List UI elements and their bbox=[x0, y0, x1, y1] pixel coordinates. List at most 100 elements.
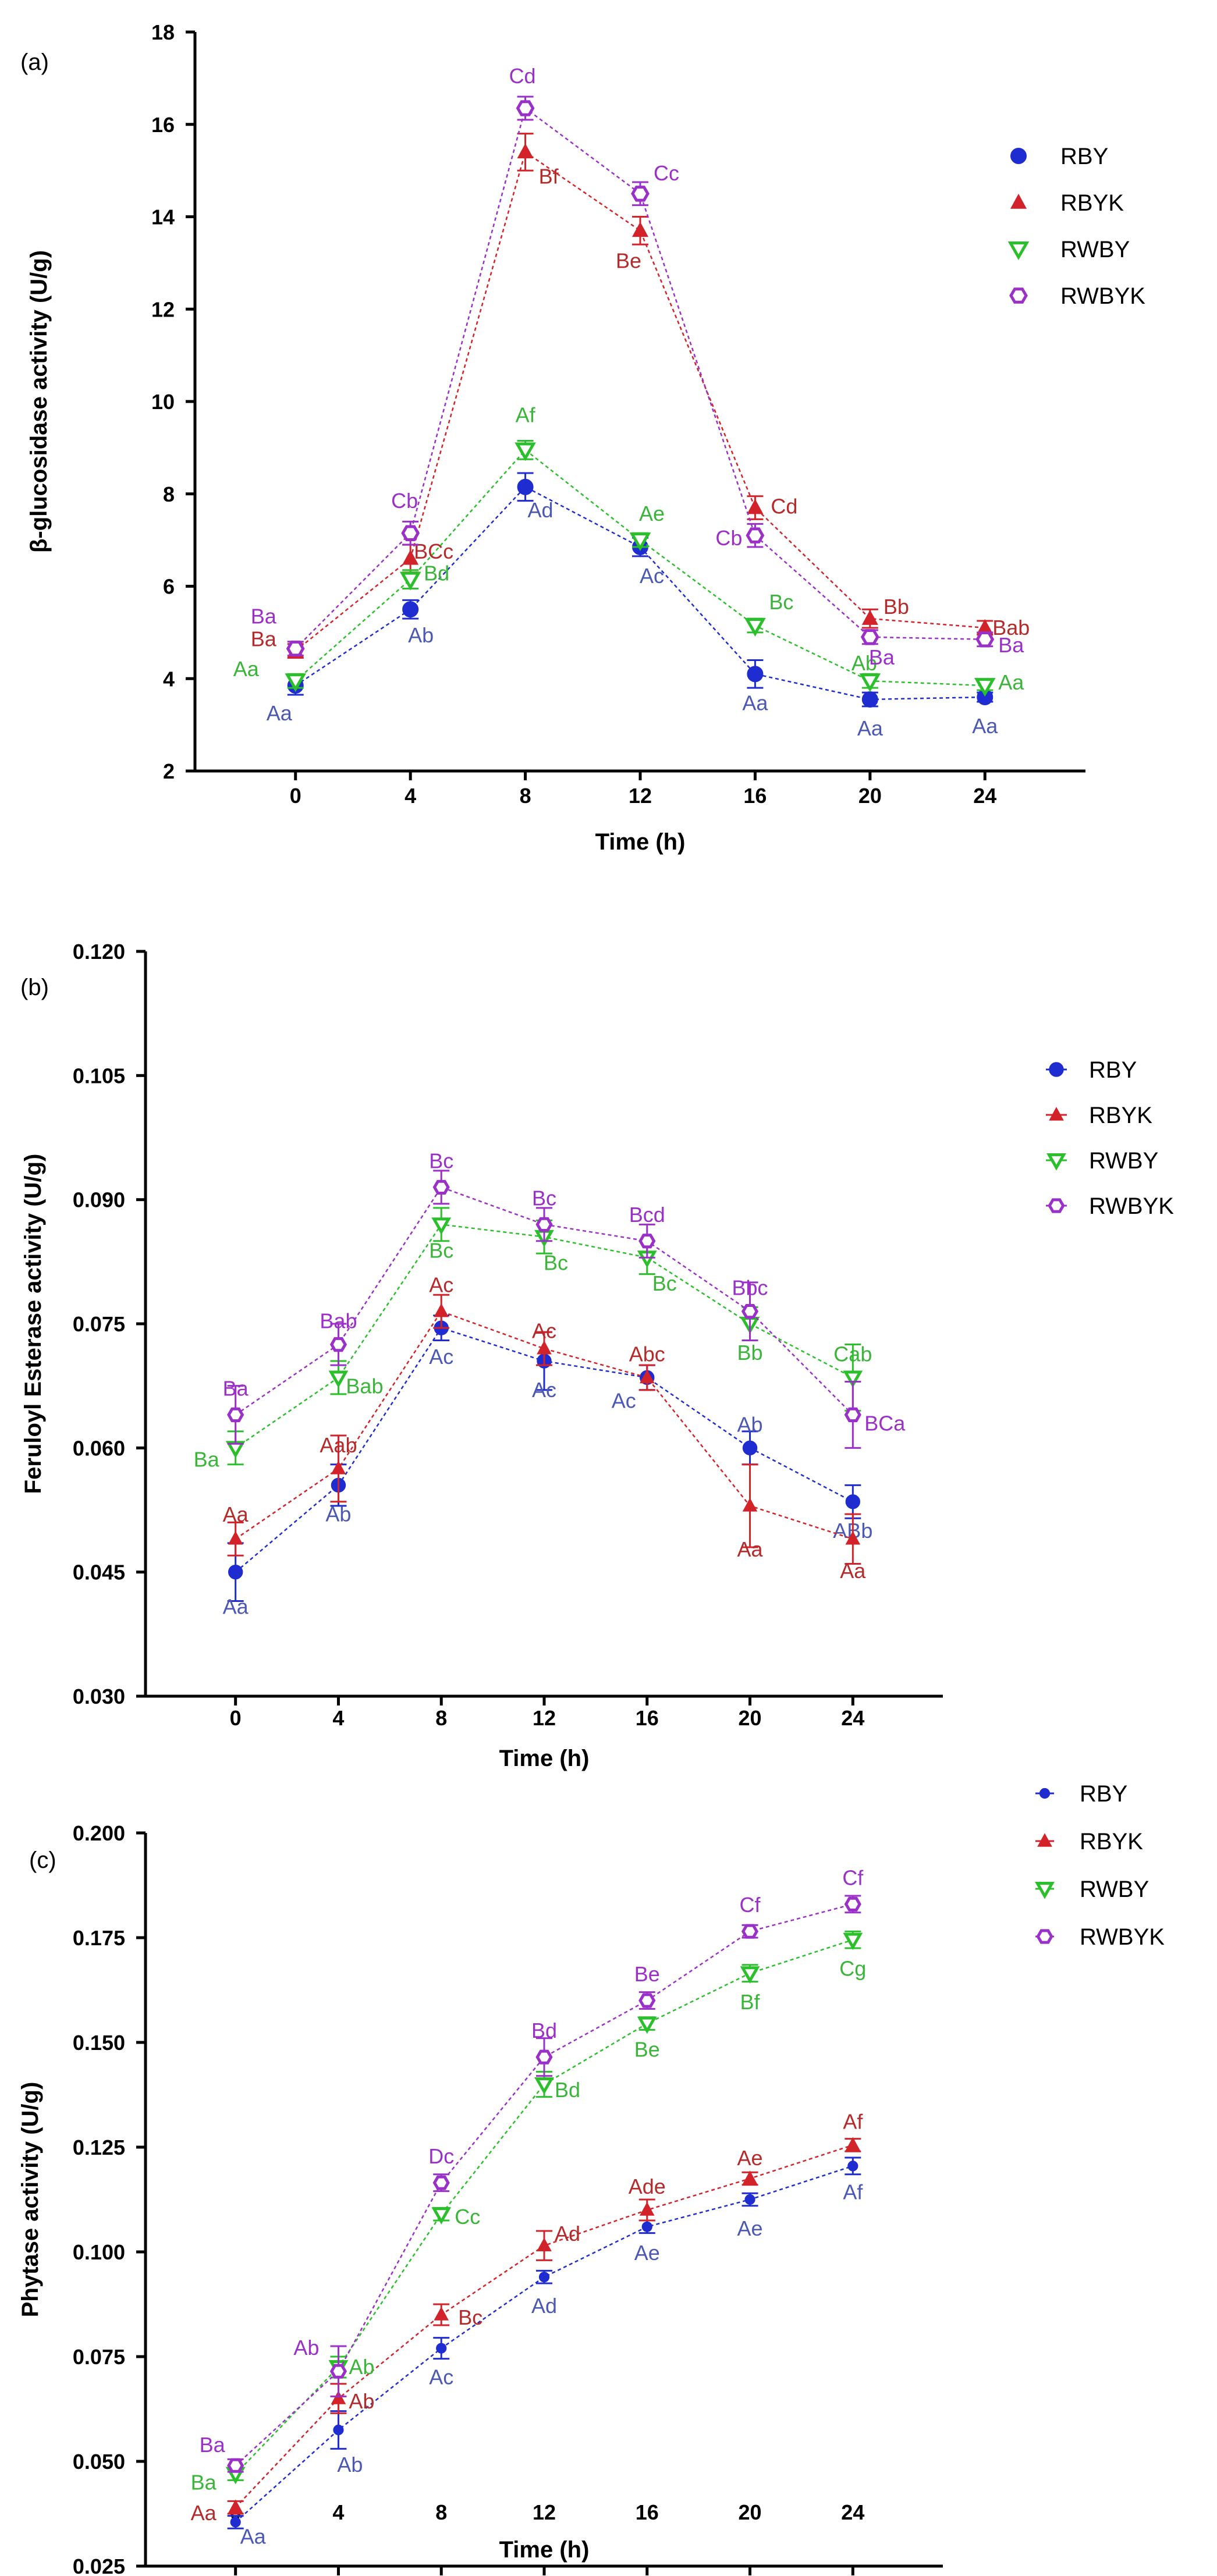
x-tick-label: 8 bbox=[520, 784, 531, 808]
legend-marker bbox=[1039, 1788, 1051, 1799]
x-tick-label: 12 bbox=[533, 2500, 556, 2524]
data-point bbox=[432, 1179, 450, 1195]
data-label: Ab bbox=[408, 623, 434, 647]
data-label: Bb bbox=[737, 1341, 763, 1365]
data-point bbox=[517, 143, 534, 159]
data-label: Af bbox=[843, 2109, 863, 2133]
data-label: Aa bbox=[240, 2524, 267, 2548]
data-point bbox=[843, 1932, 863, 1950]
y-tick-label: 2 bbox=[163, 759, 175, 783]
data-point bbox=[629, 532, 651, 552]
series-rwby: Aa Bd Af Ae Bc Ab Aa bbox=[233, 403, 1024, 697]
data-point bbox=[631, 186, 650, 202]
x-tick-label: 20 bbox=[739, 1706, 762, 1730]
x-tick-label: 24 bbox=[841, 2500, 864, 2524]
data-label: Aa bbox=[998, 670, 1024, 694]
chart-panel-b: (b) 0.030 0.045 0.060 0.075 0.090 0.105 0.120 0 4… bbox=[20, 940, 1174, 1771]
x-tick-label: 16 bbox=[743, 784, 767, 808]
data-point bbox=[639, 2202, 655, 2216]
data-point bbox=[859, 673, 881, 692]
data-label: Ae bbox=[737, 2216, 763, 2240]
series-line bbox=[235, 2144, 853, 2509]
data-label: Aa bbox=[742, 691, 768, 715]
x-tick-label: 4 bbox=[405, 784, 416, 808]
legend-label: RBYK bbox=[1060, 190, 1124, 216]
x-axis-title: Time (h) bbox=[499, 1746, 590, 1771]
data-label: Ac bbox=[532, 1378, 556, 1402]
data-label: Ba bbox=[200, 2433, 226, 2457]
data-label: Cd bbox=[771, 495, 797, 518]
data-point bbox=[845, 1530, 861, 1545]
y-tick-label: 18 bbox=[151, 20, 175, 44]
data-label: Bab bbox=[320, 1309, 357, 1333]
data-point bbox=[747, 499, 764, 514]
data-label: Ab bbox=[349, 2389, 374, 2413]
data-label: Ac bbox=[429, 1273, 453, 1297]
data-label: Bf bbox=[740, 1990, 761, 2014]
data-label: Aab bbox=[320, 1433, 357, 1457]
data-label: Ab bbox=[851, 651, 877, 675]
data-point bbox=[638, 1234, 656, 1249]
data-label: Ba bbox=[191, 2471, 217, 2495]
y-tick-label: 0.105 bbox=[73, 1064, 125, 1088]
data-point bbox=[517, 478, 534, 495]
x-tick-label: 12 bbox=[533, 1706, 556, 1730]
legend-label: RWBYK bbox=[1089, 1193, 1174, 1219]
data-label: Aa bbox=[857, 716, 884, 740]
data-point bbox=[637, 2016, 657, 2034]
y-tick-label: 0.030 bbox=[73, 1685, 125, 1708]
series-rbyk: Ba BCc Bf Be Cd Bb Bab bbox=[251, 133, 1030, 659]
x-tick-label: 16 bbox=[636, 2500, 659, 2524]
legend: RBY RBYK RWBY RWBYK bbox=[1035, 1781, 1165, 1950]
y-tick-label: 0.120 bbox=[73, 940, 125, 964]
legend-label: RBYK bbox=[1089, 1103, 1152, 1128]
data-label: Be bbox=[634, 1962, 660, 1986]
data-point bbox=[639, 1369, 655, 1384]
data-label: Cb bbox=[715, 526, 742, 550]
data-point bbox=[431, 2207, 452, 2225]
legend-marker bbox=[1009, 287, 1028, 304]
x-tick-label: 0 bbox=[230, 1706, 242, 1730]
data-point bbox=[844, 1407, 861, 1423]
data-label: Ba bbox=[251, 627, 277, 651]
y-tick-label: 16 bbox=[151, 113, 175, 137]
x-tick-label: 20 bbox=[739, 2500, 762, 2524]
data-point bbox=[974, 678, 996, 697]
y-tick-label: 8 bbox=[163, 482, 175, 506]
data-point bbox=[535, 2049, 553, 2065]
x-tick-label: 0 bbox=[290, 784, 301, 808]
data-label: Cab bbox=[833, 1342, 872, 1366]
series-rwby: Ba Ab Cc Bd Be Bf Cg bbox=[191, 1930, 866, 2495]
data-point bbox=[331, 2390, 346, 2404]
data-point bbox=[741, 1304, 759, 1319]
y-tick-label: 0.175 bbox=[73, 1926, 125, 1950]
y-tick-label: 0.075 bbox=[73, 2345, 125, 2369]
data-point bbox=[861, 609, 878, 625]
data-point bbox=[431, 1217, 452, 1235]
data-point bbox=[228, 1564, 243, 1580]
data-point bbox=[329, 2364, 347, 2379]
y-axis-title: Feruloyl Esterase activity (U/g) bbox=[20, 1154, 46, 1494]
data-label: Aa bbox=[972, 714, 998, 738]
data-point bbox=[534, 2077, 554, 2095]
data-label: Ac bbox=[429, 2365, 453, 2389]
x-tick-label: 12 bbox=[629, 784, 652, 808]
data-label: Be bbox=[616, 248, 641, 272]
x-tick-label: 20 bbox=[858, 784, 882, 808]
y-axis-title: β-glucosidase activity (U/g) bbox=[26, 250, 52, 553]
data-label: Aa bbox=[223, 1502, 249, 1526]
data-label: Aa bbox=[737, 1537, 764, 1561]
data-label: Bc bbox=[458, 2305, 482, 2329]
y-tick-label: 0.200 bbox=[73, 1821, 125, 1845]
x-tick-label: 24 bbox=[841, 1706, 864, 1730]
data-point bbox=[844, 1896, 861, 1911]
data-label: Aa bbox=[191, 2501, 217, 2525]
legend-marker bbox=[1049, 1107, 1064, 1121]
data-label: Ae bbox=[639, 502, 665, 525]
data-label: BCa bbox=[864, 1411, 906, 1435]
series-rwbyk: Ba Bab Bc Bc Bcd Bbc BCa bbox=[223, 1149, 906, 1449]
legend: RBY RBYK RWBY RWBYK bbox=[1007, 144, 1145, 309]
